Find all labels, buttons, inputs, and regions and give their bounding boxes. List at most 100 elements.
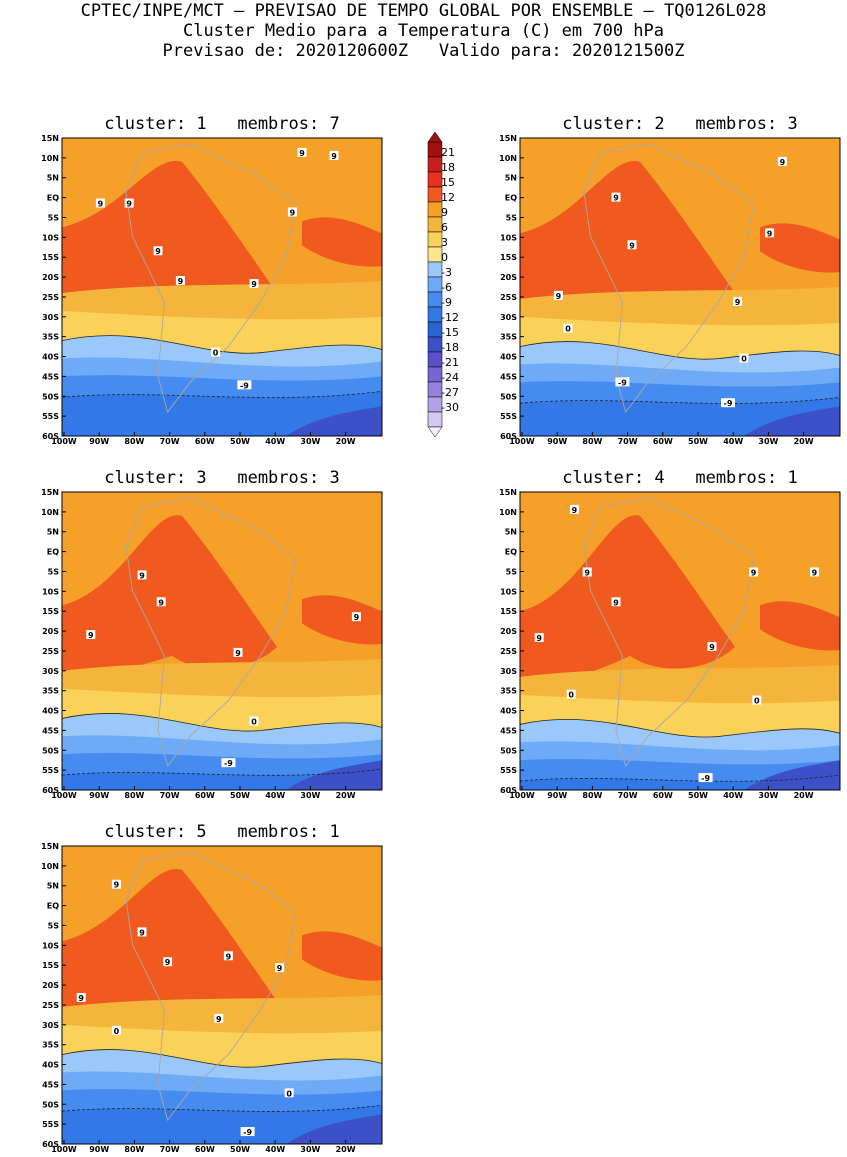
lat-label: 55S xyxy=(500,412,517,421)
contour-label-box xyxy=(249,279,259,289)
header-line-2: Cluster Medio para a Temperatura (C) em … xyxy=(182,21,665,41)
contour-label: 9 xyxy=(556,292,562,301)
lon-label: 80W xyxy=(582,791,602,800)
contour-label: 9 xyxy=(158,598,164,607)
warm-region-12 xyxy=(62,160,277,315)
contour-0 xyxy=(519,718,841,738)
lon-label: 80W xyxy=(582,437,602,446)
lon-label: 70W xyxy=(160,1145,180,1154)
lon-label: 70W xyxy=(618,791,638,800)
contour-label: 9 xyxy=(536,634,542,643)
colorbar-level: -12 xyxy=(441,311,459,324)
contour-label: 9 xyxy=(354,613,360,622)
contour-label-box xyxy=(611,597,621,607)
colorbar-swatch xyxy=(427,381,443,398)
contour-label: 0 xyxy=(286,1089,292,1098)
colorbar-swatch xyxy=(427,231,443,248)
contour-label-box xyxy=(137,927,147,937)
lat-label: 60S xyxy=(42,432,59,441)
contour-label: 9 xyxy=(165,958,171,967)
contour-label: 0 xyxy=(754,697,760,706)
contour-label: 9 xyxy=(251,280,257,289)
contour-label-box xyxy=(86,630,96,640)
colorbar-level: -30 xyxy=(441,401,459,414)
lon-label: 50W xyxy=(688,791,708,800)
contour-label: 9 xyxy=(98,200,104,209)
contour-label-box xyxy=(329,150,339,160)
contour-label-box xyxy=(221,758,236,768)
colorbar-level: 9 xyxy=(441,206,448,219)
band-m12 xyxy=(286,760,382,790)
colorbar-swatch xyxy=(427,261,443,278)
lat-label: 15S xyxy=(500,607,517,616)
colorbar-top-arrow xyxy=(427,131,443,143)
warm-region-12 xyxy=(62,869,277,1025)
colorbar-level: 12 xyxy=(441,191,455,204)
colorbar xyxy=(427,131,443,438)
contour-label-box xyxy=(156,597,166,607)
lat-label: 5S xyxy=(506,567,518,576)
lat-label: 5N xyxy=(505,174,517,183)
lat-label: 10S xyxy=(42,233,59,242)
lat-label: 5N xyxy=(47,174,59,183)
lat-label: 60S xyxy=(500,432,517,441)
east-warm-region xyxy=(302,931,382,981)
colorbar-level: -9 xyxy=(441,296,452,309)
colorbar-swatch xyxy=(427,366,443,383)
contour-label-box xyxy=(163,957,173,967)
contour-label: 9 xyxy=(216,1015,222,1024)
lat-label: 5N xyxy=(47,528,59,537)
contour-label: 9 xyxy=(178,277,184,286)
contour-label: -9 xyxy=(701,774,710,783)
contour-label: 9 xyxy=(226,952,232,961)
lat-label: 30S xyxy=(500,313,517,322)
contour-label: 9 xyxy=(584,568,590,577)
lat-label: 10S xyxy=(500,587,517,596)
contour-0 xyxy=(61,335,383,354)
lon-label: 20W xyxy=(794,791,814,800)
lat-label: 55S xyxy=(42,412,59,421)
panel-title-2: cluster: 2 membros: 3 xyxy=(562,114,798,134)
contour-label: 9 xyxy=(114,881,120,890)
contour-label-box xyxy=(809,567,819,577)
panel-title-1: cluster: 1 membros: 7 xyxy=(104,114,340,134)
contour-label-box xyxy=(111,879,121,889)
lon-label: 100W xyxy=(51,437,77,446)
contour-label-box xyxy=(233,647,243,657)
colorbar-swatch xyxy=(427,306,443,323)
contour-0 xyxy=(519,341,841,360)
lat-label: 40S xyxy=(42,353,59,362)
header-line-3: Previsao de: 2020120600Z Valido para: 20… xyxy=(162,41,685,61)
contour-label: 0 xyxy=(568,691,574,700)
lat-label: EQ xyxy=(505,194,517,203)
lat-label: 20S xyxy=(42,627,59,636)
colorbar-swatch xyxy=(427,291,443,308)
continent-outline xyxy=(583,497,755,768)
contour-label: 9 xyxy=(613,194,619,203)
contour-label: 9 xyxy=(735,298,741,307)
east-warm-region xyxy=(760,223,840,273)
lon-label: 20W xyxy=(336,437,356,446)
contour-label: 9 xyxy=(235,649,241,658)
lat-label: 25S xyxy=(500,293,517,302)
lat-label: 50S xyxy=(500,392,517,401)
continent-outline xyxy=(125,851,297,1122)
colorbar-swatch xyxy=(427,141,443,158)
contour-label: 0 xyxy=(114,1027,120,1036)
lon-label: 40W xyxy=(723,791,743,800)
contour-label-box xyxy=(733,296,743,306)
contour-label: -9 xyxy=(724,399,733,408)
lat-label: 45S xyxy=(500,372,517,381)
contour-label-box xyxy=(582,567,592,577)
contour-label-box xyxy=(284,1088,294,1098)
contour-label-box xyxy=(615,377,630,387)
lon-label: 100W xyxy=(509,437,535,446)
lat-label: 45S xyxy=(42,1080,59,1089)
contour-label-box xyxy=(777,156,787,166)
lon-label: 60W xyxy=(653,437,673,446)
lat-label: 30S xyxy=(42,313,59,322)
contour-label-box xyxy=(721,398,735,408)
contour-label: 9 xyxy=(767,229,773,238)
band-m12 xyxy=(286,1114,382,1144)
